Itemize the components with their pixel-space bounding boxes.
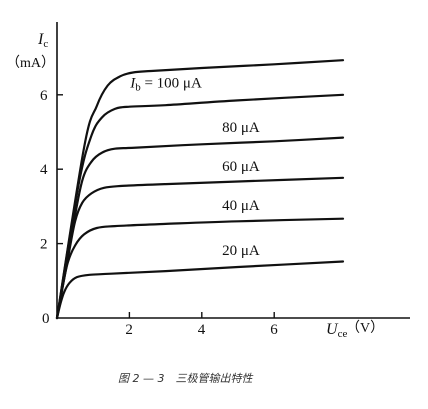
x-axis-subscript: ce <box>338 328 348 340</box>
y-axis-subscript: c <box>43 38 48 50</box>
characteristic-curve <box>55 93 345 320</box>
x-tick-label: 4 <box>198 322 206 338</box>
y-ticks: 2 4 6 <box>40 88 63 253</box>
y-axis-symbol: I <box>37 31 44 48</box>
curve-label: 60 μA <box>222 159 260 175</box>
y-tick-label: 6 <box>40 88 48 104</box>
x-ticks: 2 4 6 <box>125 312 278 338</box>
x-tick-label: 6 <box>270 322 278 338</box>
y-tick-label: 4 <box>40 162 48 178</box>
x-axis-title: Uce （V） <box>326 320 384 340</box>
origin-label: 0 <box>42 311 50 327</box>
x-axis-symbol: U <box>326 321 339 338</box>
characteristic-curve <box>55 260 345 320</box>
curve-label: 80 μA <box>222 120 260 136</box>
svg-text:Uce: Uce <box>326 321 347 340</box>
curve-label: Ib = 100 μA <box>129 75 202 93</box>
y-axis-title: Ic （mA） <box>6 31 55 71</box>
curve-label: 20 μA <box>222 243 260 259</box>
curve-labels: 20 μA 40 μA 60 μA 80 μA Ib = 100 μA <box>129 75 260 258</box>
y-tick-label: 2 <box>40 237 48 253</box>
characteristic-curve <box>55 136 345 320</box>
curves <box>55 59 345 320</box>
y-axis-unit: （mA） <box>6 55 55 71</box>
x-tick-label: 2 <box>125 322 132 338</box>
characteristic-curve <box>55 59 345 320</box>
figure-caption: 图 2 — 3 三极管输出特性 <box>118 372 253 385</box>
curve-label: 40 μA <box>222 198 260 214</box>
characteristic-curve <box>55 176 345 320</box>
x-axis-unit: （V） <box>346 320 384 336</box>
svg-text:Ic: Ic <box>37 31 48 50</box>
axes <box>56 22 410 319</box>
